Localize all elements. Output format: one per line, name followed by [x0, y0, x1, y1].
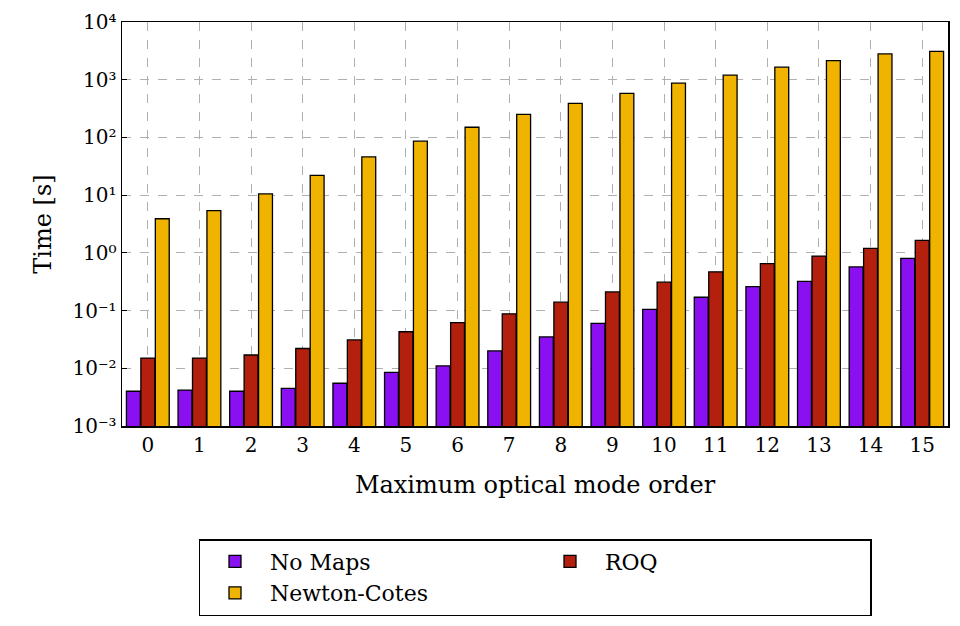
- svg-text:10¹: 10¹: [83, 183, 116, 207]
- svg-text:10²: 10²: [83, 125, 116, 149]
- svg-text:10⁻¹: 10⁻¹: [72, 299, 116, 323]
- svg-text:No Maps: No Maps: [270, 550, 371, 575]
- svg-text:15: 15: [909, 433, 934, 457]
- svg-text:Time [s]: Time [s]: [29, 174, 57, 273]
- svg-text:4: 4: [348, 433, 361, 457]
- svg-text:10⁰: 10⁰: [83, 241, 116, 265]
- svg-text:ROQ: ROQ: [605, 550, 658, 575]
- svg-text:0: 0: [141, 433, 154, 457]
- svg-text:13: 13: [806, 433, 831, 457]
- svg-text:1: 1: [193, 433, 206, 457]
- svg-text:12: 12: [755, 433, 780, 457]
- svg-text:3: 3: [296, 433, 309, 457]
- svg-text:Maximum optical mode order: Maximum optical mode order: [355, 471, 716, 499]
- svg-text:10⁻²: 10⁻²: [72, 356, 116, 380]
- svg-text:10: 10: [651, 433, 676, 457]
- svg-text:5: 5: [400, 433, 413, 457]
- svg-text:8: 8: [554, 433, 567, 457]
- svg-text:6: 6: [451, 433, 464, 457]
- svg-text:7: 7: [503, 433, 516, 457]
- svg-text:9: 9: [606, 433, 619, 457]
- svg-text:10⁻³: 10⁻³: [72, 414, 116, 438]
- svg-text:10⁴: 10⁴: [83, 10, 116, 34]
- svg-text:Newton-Cotes: Newton-Cotes: [270, 581, 428, 606]
- svg-text:11: 11: [703, 433, 728, 457]
- svg-text:2: 2: [245, 433, 258, 457]
- svg-text:10³: 10³: [83, 68, 116, 92]
- svg-text:14: 14: [858, 433, 883, 457]
